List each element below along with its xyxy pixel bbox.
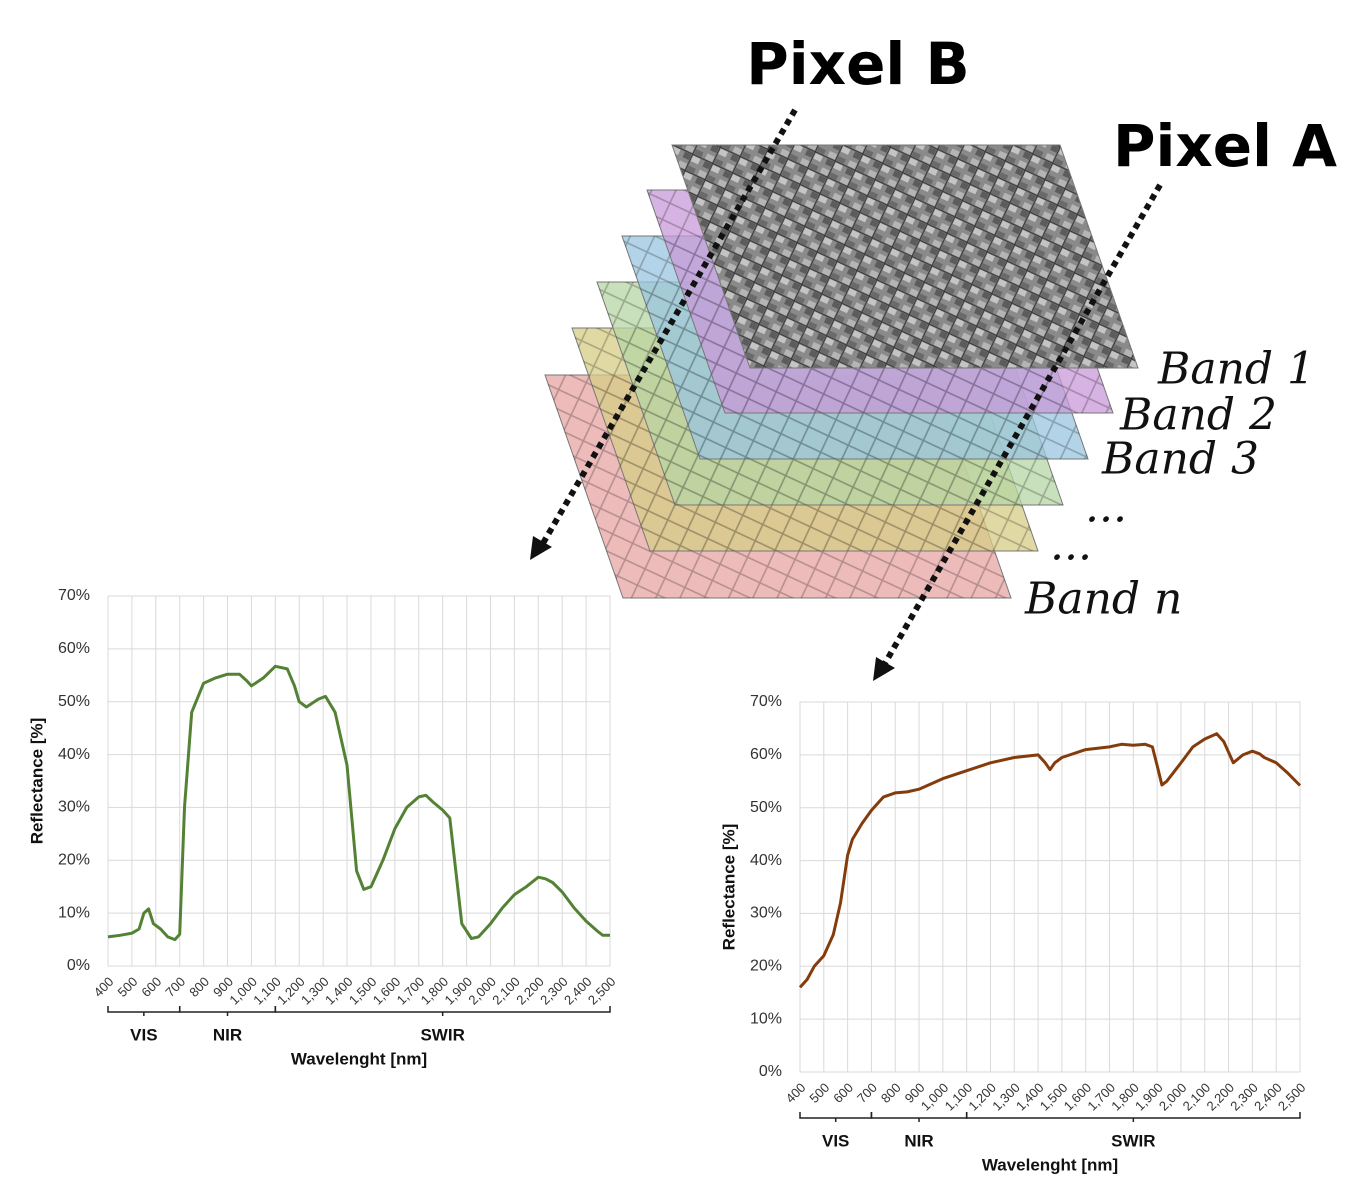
x-tick-label: 2,500 [1275, 1080, 1309, 1114]
arrowhead [873, 657, 895, 681]
plot-area [107, 595, 611, 967]
region-bracket [965, 1112, 1301, 1122]
y-tick-label: 50% [750, 799, 782, 816]
y-axis-label: Reflectance [%] [719, 824, 738, 951]
y-tick-label: 60% [750, 746, 782, 763]
plot-area [799, 701, 1301, 1073]
y-axis-label: Reflectance [%] [27, 718, 46, 845]
band-label: Band 2 [1119, 390, 1277, 441]
arrowhead [530, 536, 552, 560]
region-bracket [799, 1112, 873, 1122]
x-tick-label: 800 [186, 974, 212, 1000]
region-label: SWIR [1111, 1131, 1155, 1150]
arrow-line [881, 183, 1163, 667]
x-tick-label: 500 [806, 1080, 832, 1106]
region-label: SWIR [420, 1025, 464, 1044]
x-tick-label: 600 [830, 1080, 856, 1106]
y-tick-label: 20% [750, 958, 782, 975]
x-tick-label: 500 [115, 974, 141, 1000]
band-label: Band 3 [1101, 434, 1259, 485]
arrow-line [539, 108, 798, 547]
region-label: VIS [130, 1025, 157, 1044]
arrow-a [873, 183, 1163, 681]
x-tick-label: 400 [783, 1080, 809, 1106]
y-tick-label: 70% [750, 693, 782, 710]
y-tick-label: 60% [58, 640, 90, 657]
band-label: Band 1 [1157, 344, 1315, 395]
region-bracket [178, 1006, 277, 1016]
region-label: NIR [213, 1025, 242, 1044]
arrow-b [530, 108, 798, 560]
x-tick-label: 600 [138, 974, 164, 1000]
y-tick-label: 40% [750, 852, 782, 869]
y-tick-label: 30% [750, 905, 782, 922]
band-label: ... [1085, 482, 1127, 533]
data-line [107, 664, 610, 942]
region-bracket [274, 1006, 611, 1016]
x-tick-label: 800 [878, 1080, 904, 1106]
y-tick-label: 10% [58, 904, 90, 921]
x-axis-label: Wavelenght [nm] [982, 1155, 1118, 1174]
band-label: ... [1050, 520, 1092, 571]
band-layers [544, 144, 1139, 599]
region-label: NIR [904, 1131, 933, 1150]
band-label: Band n [1024, 574, 1182, 625]
region-label: VIS [822, 1131, 849, 1150]
pixel-a-label: Pixel A [1113, 112, 1337, 180]
x-tick-label: 2,500 [585, 974, 619, 1008]
y-tick-label: 0% [759, 1063, 782, 1080]
region-bracket [107, 1006, 181, 1016]
y-tick-label: 50% [58, 693, 90, 710]
pixel-b-label: Pixel B [746, 30, 969, 98]
y-tick-label: 10% [750, 1010, 782, 1027]
x-tick-label: 400 [91, 974, 117, 1000]
data-line [798, 732, 1302, 989]
region-bracket [870, 1112, 968, 1122]
x-tick-label: 700 [854, 1080, 880, 1106]
y-tick-label: 40% [58, 746, 90, 763]
y-tick-label: 70% [58, 587, 90, 604]
y-tick-label: 30% [58, 799, 90, 816]
y-tick-label: 20% [58, 852, 90, 869]
y-tick-label: 0% [67, 957, 90, 974]
x-tick-label: 700 [162, 974, 188, 1000]
band-layer [671, 144, 1139, 369]
x-axis-label: Wavelenght [nm] [291, 1049, 427, 1068]
